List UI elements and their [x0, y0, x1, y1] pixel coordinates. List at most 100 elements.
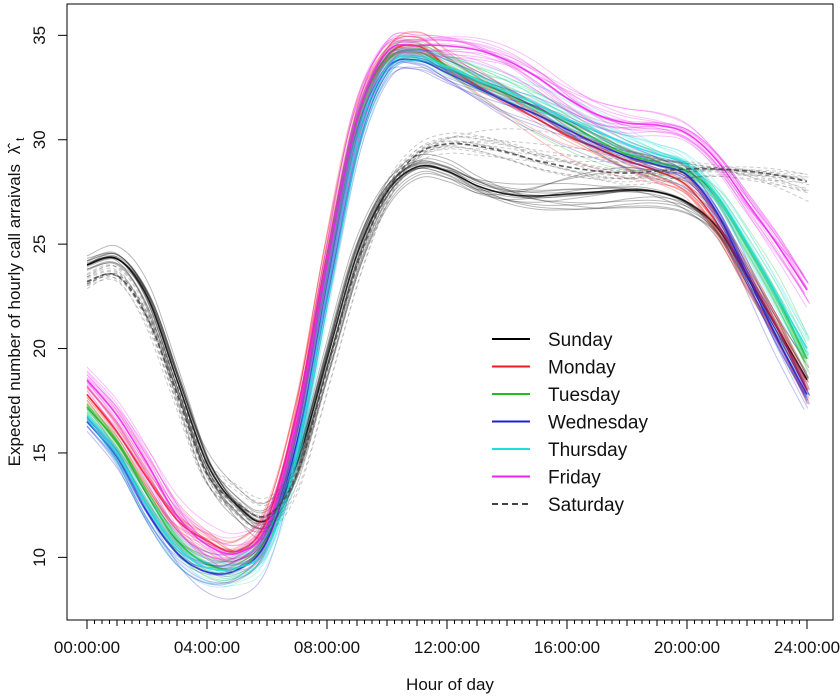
replicate-line — [86, 140, 807, 525]
replicate-line — [86, 52, 806, 567]
replicate-line — [86, 49, 810, 575]
legend-label: Tuesday — [548, 385, 621, 406]
replicate-line — [86, 46, 806, 584]
legend-label: Friday — [548, 468, 601, 489]
replicate-line — [86, 55, 807, 564]
replicate-line — [86, 140, 806, 525]
replicate-line — [86, 45, 809, 551]
replicate-line — [86, 41, 809, 544]
replicate-line — [86, 41, 807, 582]
series-line-tuesday — [86, 50, 808, 571]
replicate-line — [86, 55, 808, 567]
replicate-line — [86, 49, 806, 571]
replicate-line — [86, 60, 810, 567]
series-line-thursday — [86, 55, 808, 572]
replicate-line — [86, 67, 809, 563]
replicate-line — [86, 146, 809, 504]
replicate-line — [86, 57, 808, 580]
replicate-line — [86, 56, 811, 564]
replicate-line — [86, 66, 810, 568]
replicate-line — [86, 59, 810, 567]
replicate-line — [86, 35, 809, 542]
replicate-line — [86, 49, 811, 586]
x-tick-label: 16:00:00 — [534, 638, 600, 657]
replicate-line — [86, 44, 805, 552]
replicate-line — [86, 153, 808, 529]
series-line-saturday — [86, 142, 808, 518]
legend-label: Thursday — [548, 440, 628, 461]
replicate-line — [86, 166, 809, 530]
replicate-line — [86, 46, 806, 573]
replicate-line — [86, 32, 809, 560]
replicate-line — [86, 147, 809, 500]
replicate-line — [86, 42, 810, 562]
replicate-line — [86, 48, 808, 562]
replicate-line — [86, 47, 810, 554]
legend-item-friday: Friday — [492, 468, 601, 489]
replicate-line — [86, 35, 805, 559]
replicate-line — [86, 48, 807, 585]
y-tick-label: 25 — [30, 235, 49, 254]
replicate-line — [86, 163, 808, 514]
replicate-line — [86, 51, 807, 571]
replicate-line — [86, 53, 809, 559]
replicate-line — [86, 50, 807, 552]
series-wednesday — [86, 48, 811, 600]
replicate-line — [86, 54, 807, 574]
replicate-line — [86, 32, 809, 556]
replicate-line — [86, 152, 809, 507]
y-tick-label: 20 — [30, 339, 49, 358]
replicate-line — [86, 166, 807, 530]
replicate-line — [86, 39, 806, 554]
replicate-line — [86, 30, 811, 561]
x-tick-label: 04:00:00 — [174, 638, 240, 657]
replicate-line — [86, 45, 811, 569]
replicate-line — [86, 47, 806, 579]
replicate-line — [86, 43, 810, 563]
replicate-line — [86, 54, 806, 576]
series-line-monday — [86, 44, 808, 553]
replicate-line — [86, 51, 806, 565]
x-tick-label: 20:00:00 — [654, 638, 720, 657]
y-tick-label: 15 — [30, 443, 49, 462]
y-tick-label: 10 — [30, 548, 49, 567]
replicate-line — [86, 50, 808, 560]
series-friday — [86, 32, 811, 572]
replicate-line — [86, 58, 807, 577]
legend-label: Wednesday — [548, 413, 648, 434]
replicate-line — [86, 167, 807, 519]
replicate-line — [86, 141, 808, 517]
replicate-line — [86, 40, 808, 570]
replicate-line — [86, 39, 805, 555]
replicate-line — [86, 50, 809, 587]
replicate-line — [86, 44, 808, 563]
replicate-line — [86, 61, 807, 574]
y-tick-label: 35 — [30, 26, 49, 45]
replicate-line — [86, 35, 808, 543]
replicate-line — [86, 49, 810, 583]
replicate-line — [86, 132, 806, 527]
y-axis-title-symbol: λ̂ — [5, 143, 24, 155]
x-axis: 00:00:00 04:00:00 08:00:00 12:00:00 16:00:00… — [54, 620, 840, 657]
replicate-line — [86, 54, 810, 562]
replicate-line — [86, 34, 808, 561]
replicate-line — [86, 37, 806, 569]
replicate-line — [86, 54, 809, 570]
replicate-line — [86, 52, 809, 578]
replicate-line — [86, 53, 807, 565]
replicate-line — [86, 48, 807, 573]
legend-label: Sunday — [548, 330, 613, 351]
replicate-line — [86, 148, 809, 519]
legend-label: Monday — [548, 358, 616, 379]
replicate-line — [86, 51, 806, 561]
x-tick-label: 12:00:00 — [414, 638, 480, 657]
legend-item-monday: Monday — [492, 358, 616, 379]
replicate-line — [86, 36, 809, 556]
x-tick-label: 00:00:00 — [54, 638, 120, 657]
y-tick-label: 30 — [30, 130, 49, 149]
x-tick-label: 08:00:00 — [294, 638, 360, 657]
replicate-line — [86, 135, 810, 529]
legend-item-thursday: Thursday — [492, 440, 628, 461]
series-line-friday — [86, 43, 808, 555]
